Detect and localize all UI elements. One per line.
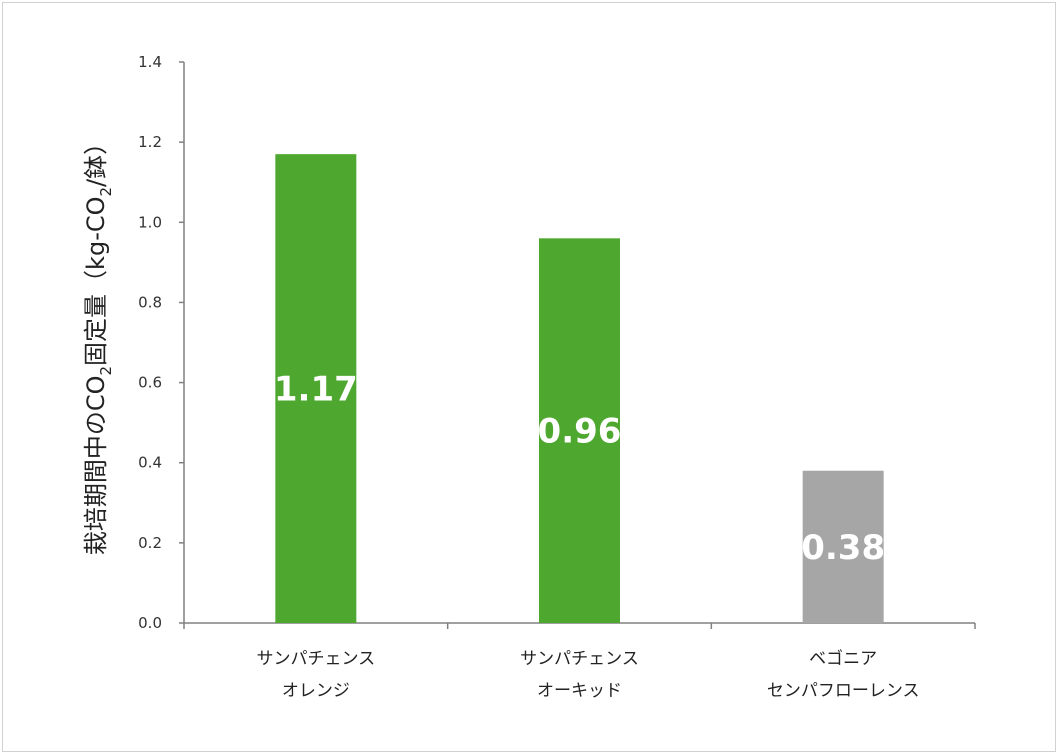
y-tick-label: 1.2 (138, 133, 162, 151)
y-axis-label: 栽培期間中のCO2固定量（kg-CO2/鉢） (82, 131, 115, 555)
x-category-label: オーキッド (537, 681, 622, 701)
y-tick-label: 0.8 (138, 293, 162, 311)
y-tick-label: 1.4 (138, 53, 162, 71)
x-category-label: ベゴニア (809, 648, 877, 669)
x-category-label: センパフローレンス (767, 681, 920, 701)
y-tick-label: 0.0 (138, 614, 162, 632)
y-tick-label: 0.4 (138, 454, 162, 472)
x-category-label: サンパチェンス (520, 649, 639, 669)
y-tick-label: 0.2 (138, 534, 162, 552)
data-label: 1.17 (274, 370, 358, 410)
bar (539, 238, 620, 624)
bar (802, 470, 884, 623)
data-label: 0.38 (801, 528, 885, 568)
data-label: 0.96 (538, 412, 622, 452)
y-tick-label: 0.6 (138, 374, 162, 392)
x-category-label: サンパチェンス (256, 649, 375, 669)
bar (275, 154, 357, 623)
x-category-label: オレンジ (282, 681, 350, 701)
y-tick-label: 1.0 (138, 213, 162, 231)
